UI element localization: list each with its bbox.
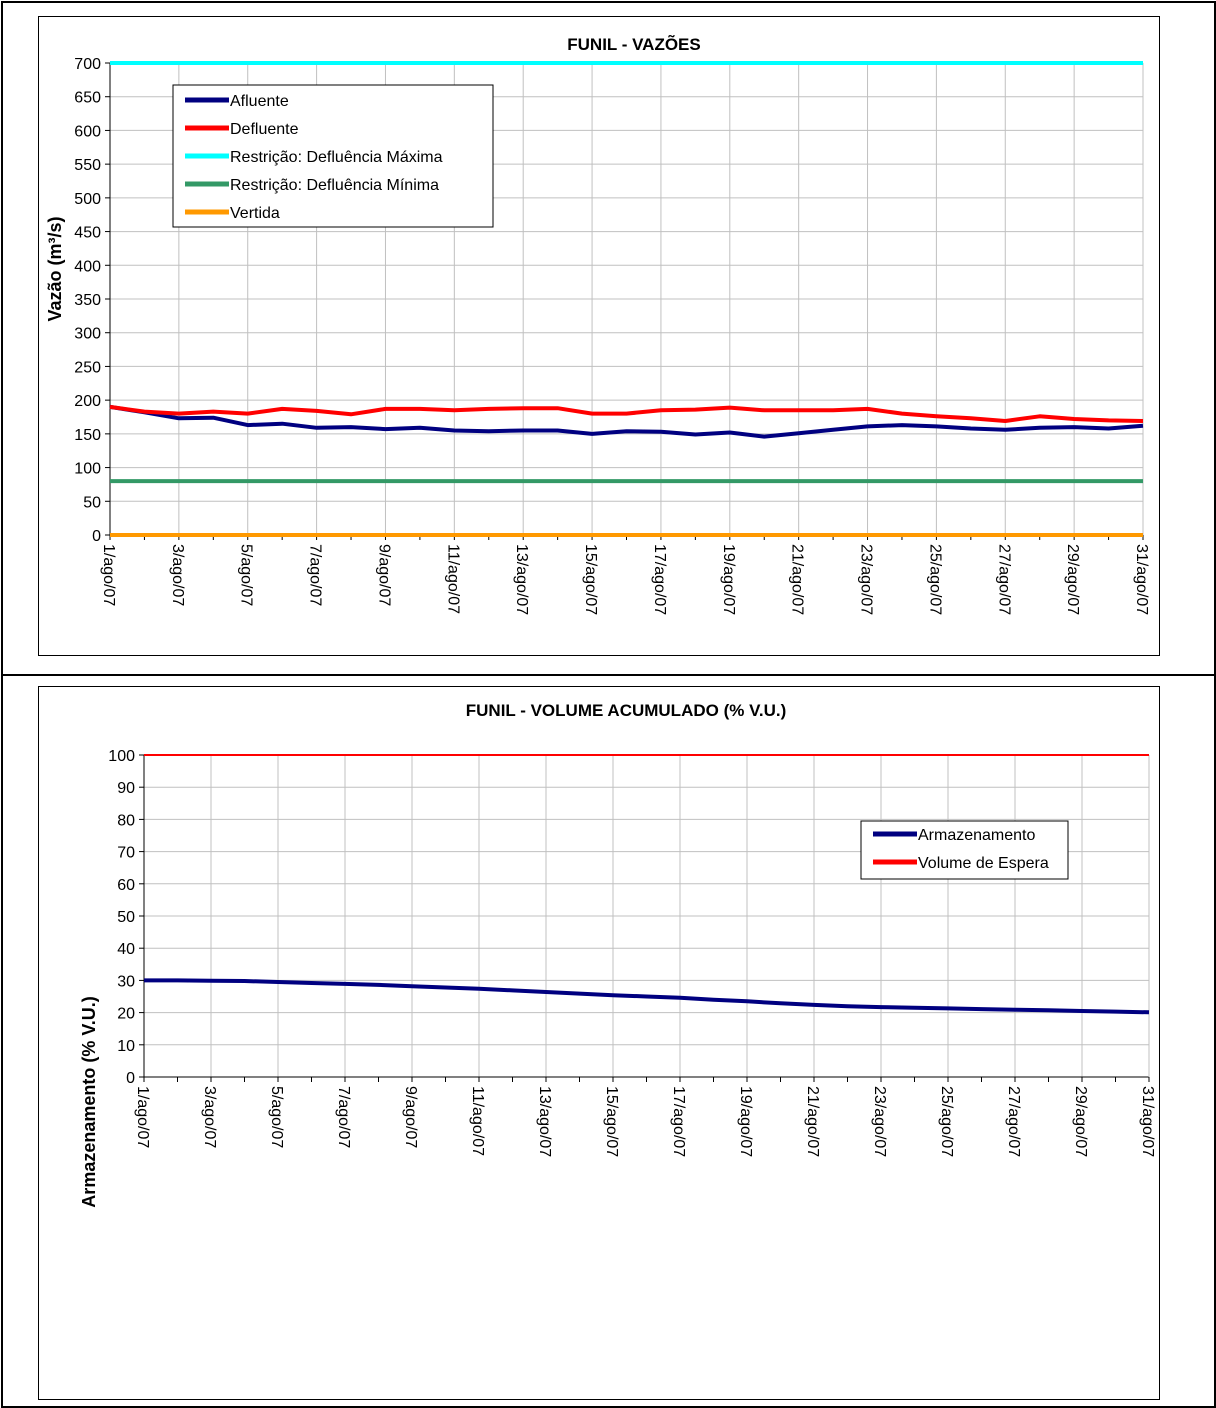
y-tick-label: 400	[74, 258, 101, 275]
y-tick-label: 150	[74, 427, 101, 444]
x-tick-label: 7/ago/07	[307, 544, 324, 606]
series-line-afluente	[109, 404, 1144, 439]
y-axis-label: Vazão (m³/s)	[45, 216, 65, 321]
y-tick-label: 650	[74, 90, 101, 107]
y-tick-label: 350	[74, 292, 101, 309]
x-tick-label: 13/ago/07	[513, 544, 530, 615]
y-tick-label: 30	[117, 973, 135, 990]
x-tick-label: 21/ago/07	[789, 544, 806, 615]
legend-label: Restrição: Defluência Máxima	[230, 149, 443, 166]
y-tick-label: 300	[74, 326, 101, 343]
x-tick-label: 9/ago/07	[402, 1086, 419, 1148]
legend-box	[860, 820, 1069, 880]
series-line-armazenamento	[144, 978, 1150, 1015]
volume-chart: FUNIL - VOLUME ACUMULADO (% V.U.) Armaze…	[79, 701, 1156, 1208]
section-divider	[1, 674, 1214, 676]
x-tick-label: 19/ago/07	[737, 1086, 754, 1157]
y-tick-label: 500	[74, 191, 101, 208]
x-tick-label: 1/ago/07	[100, 544, 117, 606]
y-tick-label: 90	[117, 780, 135, 797]
x-tick-label: 5/ago/07	[238, 544, 255, 606]
legend-label: Restrição: Defluência Mínima	[230, 177, 439, 194]
legend-label: Volume de Espera	[918, 855, 1049, 872]
y-tick-label: 50	[83, 494, 101, 511]
y-axis-label: Armazenamento (% V.U.)	[79, 996, 99, 1207]
x-tick-label: 5/ago/07	[268, 1086, 285, 1148]
x-tick-label: 3/ago/07	[169, 544, 186, 606]
x-tick-label: 23/ago/07	[858, 544, 875, 615]
x-tick-label: 11/ago/07	[469, 1086, 486, 1156]
x-tick-label: 31/ago/07	[1139, 1086, 1156, 1157]
x-tick-label: 9/ago/07	[375, 544, 392, 606]
y-tick-label: 70	[117, 845, 135, 862]
x-tick-label: 29/ago/07	[1072, 1086, 1089, 1157]
x-tick-label: 17/ago/07	[670, 1086, 687, 1157]
x-tick-label: 23/ago/07	[871, 1086, 888, 1157]
x-tick-label: 13/ago/07	[536, 1086, 553, 1157]
x-tick-label: 17/ago/07	[651, 544, 668, 615]
x-tick-label: 31/ago/07	[1133, 544, 1150, 615]
x-tick-label: 19/ago/07	[720, 544, 737, 615]
x-tick-label: 15/ago/07	[582, 544, 599, 615]
y-tick-label: 700	[74, 56, 101, 73]
y-tick-label: 80	[117, 812, 135, 829]
x-tick-label: 11/ago/07	[444, 544, 461, 614]
volume-chart-frame: FUNIL - VOLUME ACUMULADO (% V.U.) Armaze…	[38, 686, 1160, 1400]
y-tick-label: 250	[74, 359, 101, 376]
vazoes-chart-frame: FUNIL - VAZÕES Vazão (m³/s) 0 50 100 150 200…	[38, 16, 1160, 656]
x-tick-label: 29/ago/07	[1064, 544, 1081, 615]
x-tick-label: 27/ago/07	[1005, 1086, 1022, 1157]
x-tick-label: 7/ago/07	[335, 1086, 352, 1148]
x-tick-label: 3/ago/07	[201, 1086, 218, 1148]
legend: Armazenamento Volume de Espera	[860, 820, 1069, 880]
vazoes-chart: FUNIL - VAZÕES Vazão (m³/s) 0 50 100 150 200…	[45, 34, 1150, 615]
y-tick-label: 600	[74, 123, 101, 140]
x-tick-label: 15/ago/07	[603, 1086, 620, 1157]
series-line-defluente	[109, 404, 1144, 423]
y-tick-label: 0	[92, 528, 101, 545]
x-tick-label: 21/ago/07	[804, 1086, 821, 1157]
legend-label: Vertida	[230, 205, 280, 222]
x-tick-label: 1/ago/07	[134, 1086, 151, 1148]
chart-title: FUNIL - VOLUME ACUMULADO (% V.U.)	[466, 701, 786, 720]
legend-label: Defluente	[230, 121, 299, 138]
y-tick-label: 60	[117, 877, 135, 894]
y-tick-label: 0	[126, 1070, 135, 1087]
x-tick-label: 27/ago/07	[995, 544, 1012, 615]
y-tick-label: 10	[117, 1038, 135, 1055]
y-tick-label: 100	[108, 748, 135, 765]
x-tick-label: 25/ago/07	[938, 1086, 955, 1157]
y-tick-label: 450	[74, 225, 101, 242]
legend: Afluente Defluente Restrição: Defluência M…	[172, 84, 494, 228]
y-tick-label: 100	[74, 461, 101, 478]
y-tick-label: 550	[74, 157, 101, 174]
legend-label: Armazenamento	[918, 827, 1035, 844]
legend-label: Afluente	[230, 93, 289, 110]
y-tick-label: 40	[117, 941, 135, 958]
chart-title: FUNIL - VAZÕES	[567, 34, 701, 54]
x-tick-label: 25/ago/07	[926, 544, 943, 615]
y-tick-label: 200	[74, 393, 101, 410]
y-tick-label: 50	[117, 909, 135, 926]
y-tick-label: 20	[117, 1006, 135, 1023]
